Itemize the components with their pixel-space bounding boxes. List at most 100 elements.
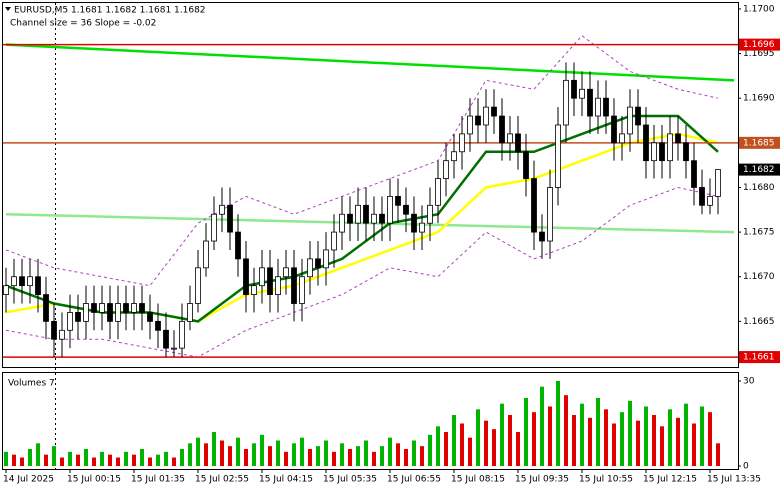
volume-bar xyxy=(52,446,56,466)
volume-bar xyxy=(260,434,264,466)
candle-body xyxy=(355,204,361,224)
volume-bar xyxy=(212,432,216,466)
candle-body xyxy=(435,178,441,206)
candle-body xyxy=(539,231,545,242)
candle-body xyxy=(651,142,657,162)
candle-body xyxy=(155,320,161,331)
volume-bar xyxy=(300,437,304,466)
candle-body xyxy=(331,231,337,251)
volume-bar xyxy=(444,432,448,466)
volume-tick-label: 0 xyxy=(743,462,749,472)
candle-body xyxy=(467,115,473,135)
candle-body xyxy=(555,124,561,188)
candles xyxy=(3,62,721,466)
candle-body xyxy=(267,267,273,295)
volume-bar xyxy=(372,451,376,466)
volume-bar xyxy=(556,381,560,466)
volume-bar xyxy=(164,451,168,466)
volume-bar xyxy=(388,437,392,466)
x-tick-label: 15 Jul 01:35 xyxy=(131,475,185,485)
candle-body xyxy=(323,249,329,269)
volume-bar xyxy=(684,403,688,466)
volume-bar xyxy=(364,440,368,466)
candle-body xyxy=(43,294,49,322)
candle-body xyxy=(107,303,113,322)
volume-bar xyxy=(204,443,208,466)
volume-bar xyxy=(116,457,120,466)
volume-bar xyxy=(412,440,416,466)
candle-body xyxy=(395,195,401,206)
candle-body xyxy=(195,267,201,304)
candle-body xyxy=(643,124,649,162)
volume-bar xyxy=(324,440,328,466)
volume-bar xyxy=(156,454,160,466)
candle-body xyxy=(459,133,465,153)
candle-body xyxy=(587,88,593,117)
candle-body xyxy=(667,133,673,162)
price-label: 1.1682 xyxy=(743,165,775,175)
volume-bar xyxy=(252,443,256,466)
volume-bar xyxy=(108,454,112,466)
candle-body xyxy=(83,303,89,322)
candle-body xyxy=(27,276,33,287)
volume-bar xyxy=(60,457,64,466)
candle-body xyxy=(259,267,265,287)
candle-body xyxy=(275,276,281,295)
y-tick-label: 1.1675 xyxy=(743,228,775,238)
volume-bar xyxy=(276,440,280,466)
volume-bar xyxy=(100,451,104,466)
volume-bar xyxy=(420,446,424,466)
volume-bar xyxy=(532,412,536,466)
volume-bar xyxy=(188,443,192,466)
volume-bar xyxy=(76,454,80,466)
volume-bar xyxy=(124,451,128,466)
volume-bar xyxy=(36,443,40,466)
volume-bar xyxy=(148,457,152,466)
volume-bar xyxy=(676,417,680,466)
y-tick-label: 1.1670 xyxy=(743,272,775,282)
volume-tick-label: 30 xyxy=(743,377,755,387)
level-label: 1.1685 xyxy=(743,138,775,148)
volume-bar xyxy=(476,409,480,466)
volume-bar xyxy=(500,403,504,466)
candle-body xyxy=(707,195,713,206)
candle-body xyxy=(507,133,513,144)
volume-bar xyxy=(220,440,224,466)
candle-body xyxy=(163,329,169,349)
candle-body xyxy=(315,258,321,269)
candle-body xyxy=(403,204,409,215)
candle-body xyxy=(635,106,641,126)
candle-body xyxy=(547,187,553,242)
volume-bar xyxy=(660,426,664,466)
x-tick-label: 15 Jul 06:55 xyxy=(387,475,441,485)
chart-subtitle: Channel size = 36 Slope = -0.02 xyxy=(10,19,156,29)
candle-body xyxy=(147,312,153,322)
candle-body xyxy=(171,347,177,350)
candle-body xyxy=(443,160,449,179)
candle-body xyxy=(243,258,249,295)
chart-title: EURUSD,M5 1.1681 1.1682 1.1681 1.1682 xyxy=(14,6,206,16)
volume-bar xyxy=(172,457,176,466)
menu-arrow xyxy=(5,7,11,11)
volume-bar xyxy=(244,449,248,466)
volume-bar xyxy=(228,446,232,466)
volume-bar xyxy=(708,412,712,466)
candle-body xyxy=(715,169,721,197)
candle-body xyxy=(499,115,505,144)
x-tick-label: 14 Jul 2025 xyxy=(3,475,54,485)
y-tick-label: 1.1700 xyxy=(743,4,775,14)
candle-body xyxy=(387,195,393,224)
candle-body xyxy=(571,79,577,99)
candle-body xyxy=(675,133,681,144)
candle-body xyxy=(91,303,97,313)
volume-bar xyxy=(484,420,488,466)
candle-body xyxy=(139,303,145,313)
volume-bar xyxy=(460,423,464,466)
volume-bar xyxy=(652,415,656,466)
volume-bar xyxy=(452,415,456,466)
candle-body xyxy=(363,204,369,224)
candle-body xyxy=(339,213,345,233)
candle-body xyxy=(251,285,257,295)
candle-body xyxy=(691,160,697,188)
